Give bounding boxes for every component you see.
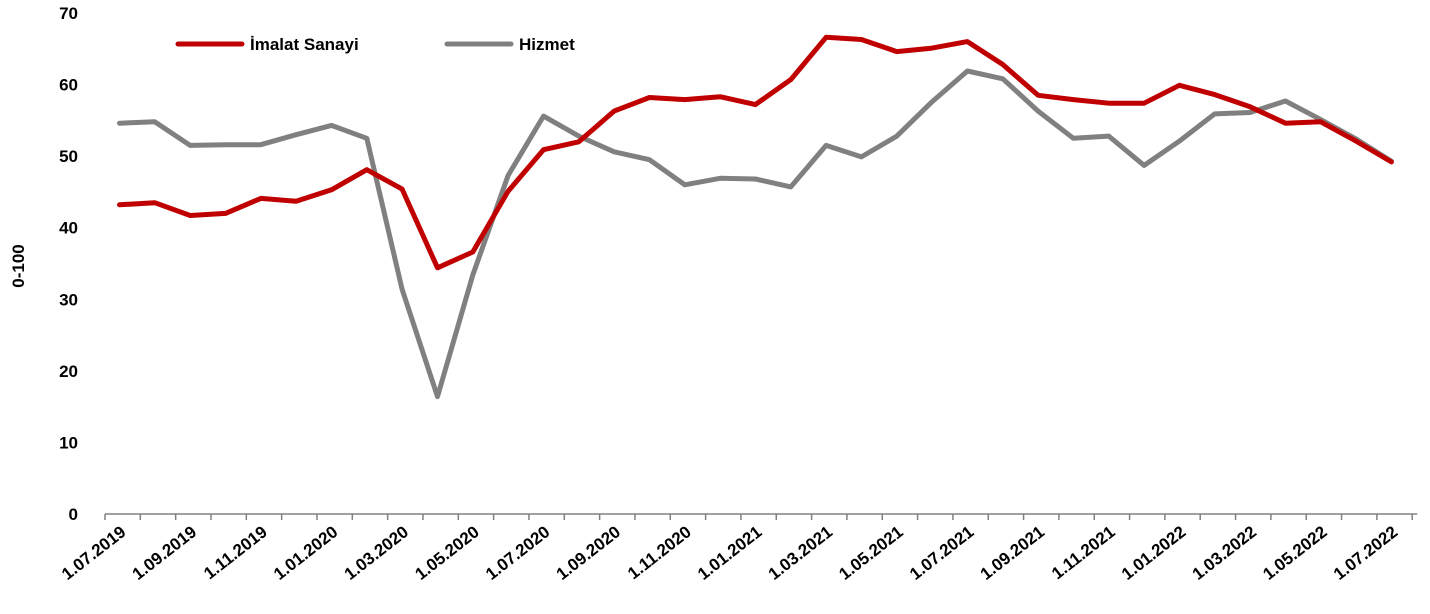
y-axis: 0 10 20 30 40 50 60 70	[59, 4, 78, 524]
x-axis: 1.07.2019 1.09.2019 1.11.2019 1.01.2020 1.03…	[58, 513, 1418, 584]
x-tick-label: 1.07.2019	[58, 522, 129, 584]
y-tick-label: 10	[59, 433, 78, 452]
x-tick-label: 1.09.2021	[977, 522, 1048, 584]
x-tick-label: 1.03.2020	[341, 522, 412, 584]
series-line-imalat-sanayi	[117, 34, 1394, 271]
y-tick-label: 40	[59, 219, 78, 238]
x-tick-label: 1.01.2021	[694, 522, 765, 584]
x-tick-label: 1.05.2020	[411, 522, 482, 584]
x-tick-label: 1.01.2020	[270, 522, 341, 584]
x-tick-label: 1.09.2020	[553, 522, 624, 584]
x-tick-label: 1.05.2022	[1259, 522, 1330, 584]
legend-label: Hizmet	[519, 35, 575, 54]
x-tick-label: 1.03.2022	[1189, 522, 1260, 584]
x-tick-label: 1.01.2022	[1118, 522, 1189, 584]
y-tick-label: 60	[59, 76, 78, 95]
x-tick-label: 1.09.2019	[129, 522, 200, 584]
y-tick-label: 30	[59, 290, 78, 309]
y-tick-label: 20	[59, 362, 78, 381]
legend-label: İmalat Sanayi	[250, 35, 359, 54]
y-axis-label: 0-100	[9, 244, 28, 287]
x-tick-label: 1.11.2019	[200, 522, 271, 583]
x-tick-label: 1.11.2020	[624, 522, 695, 583]
series-lines	[117, 34, 1394, 400]
series-line-hizmet	[117, 68, 1394, 400]
x-tick-label: 1.11.2021	[1048, 522, 1119, 583]
x-tick-label: 1.05.2021	[835, 522, 906, 584]
x-tick-label: 1.07.2021	[906, 522, 977, 584]
y-tick-label: 0	[69, 505, 78, 524]
x-tick-label: 1.03.2021	[765, 522, 836, 584]
x-tick-label: 1.07.2020	[482, 522, 553, 584]
x-tick-label: 1.07.2022	[1330, 522, 1401, 584]
y-tick-label: 50	[59, 147, 78, 166]
legend: İmalat Sanayi Hizmet	[175, 35, 575, 54]
y-tick-label: 70	[59, 4, 78, 23]
